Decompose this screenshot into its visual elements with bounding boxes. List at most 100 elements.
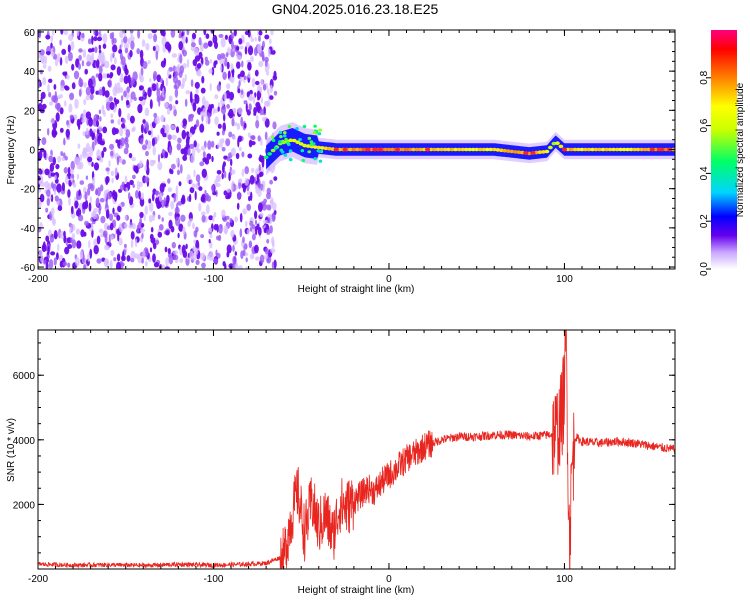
noise-speck [269, 179, 273, 185]
noise-speck [264, 118, 270, 128]
noise-speck [273, 70, 277, 79]
noise-speck [103, 147, 107, 152]
noise-speck [188, 193, 192, 203]
ridge-core [421, 147, 427, 152]
noise-speck [223, 113, 226, 122]
noise-speck [164, 41, 171, 50]
noise-speck [254, 210, 258, 220]
ridge-core [548, 145, 553, 150]
noise-speck [98, 207, 101, 215]
noise-speck [85, 127, 89, 136]
ridge-blob [312, 131, 317, 135]
noise-speck [41, 137, 47, 146]
noise-speck [95, 188, 98, 195]
noise-speck [144, 176, 150, 183]
y-tick-label: -20 [21, 185, 36, 196]
x-tick-label: 0 [386, 274, 392, 285]
noise-speck [60, 151, 64, 157]
noise-speck [153, 74, 156, 82]
ridge-core [270, 148, 276, 153]
noise-speck [48, 259, 54, 269]
noise-speck [116, 261, 121, 269]
ridge-core [407, 147, 413, 152]
noise-speck [152, 242, 157, 250]
noise-speck [200, 252, 206, 261]
noise-speck [230, 63, 234, 71]
noise-speck [86, 54, 92, 63]
noise-speck [88, 117, 94, 127]
noise-speck [264, 131, 268, 141]
noise-speck [203, 42, 209, 49]
x-tick-label: 100 [556, 574, 573, 585]
noise-speck [98, 72, 103, 82]
noise-speck [269, 38, 272, 45]
noise-speck [229, 218, 233, 223]
noise-speck [144, 164, 147, 172]
noise-speck [95, 59, 100, 69]
noise-speck [244, 177, 249, 186]
noise-speck [184, 98, 188, 107]
colorbar-tick-label: 0.4 [699, 166, 710, 180]
noise-speck [176, 169, 181, 176]
ridge-core [625, 147, 630, 152]
noise-speck [265, 100, 271, 107]
noise-speck [170, 169, 174, 175]
ridge-blob [302, 124, 307, 129]
noise-speck [175, 216, 181, 227]
noise-speck [137, 253, 142, 264]
noise-speck [226, 104, 231, 109]
noise-speck [114, 128, 119, 135]
noise-speck [139, 197, 145, 207]
noise-speck [112, 207, 115, 215]
y-tick-label: -60 [21, 263, 36, 274]
noise-speck [264, 34, 270, 40]
noise-speck [248, 103, 252, 111]
noise-speck [108, 73, 113, 79]
snr-y-axis-label: SNR (10 * v/v) [6, 418, 17, 482]
noise-speck [139, 211, 144, 219]
noise-speck [193, 140, 197, 148]
noise-speck [155, 82, 159, 91]
colorbar: 0.0 0.2 0.4 0.6 0.8 Normalized spectral ampl… [699, 30, 746, 276]
noise-speck [42, 77, 47, 86]
noise-speck [96, 120, 99, 128]
noise-speck [236, 55, 242, 60]
noise-speck [176, 202, 179, 213]
noise-speck [180, 122, 184, 127]
noise-speck [114, 57, 117, 65]
noise-speck [261, 159, 265, 168]
noise-speck [195, 259, 200, 265]
noise-speck [63, 30, 69, 36]
noise-speck [110, 53, 113, 63]
noise-speck [168, 66, 174, 72]
noise-speck [105, 209, 110, 219]
noise-speck [135, 189, 139, 199]
noise-speck [262, 219, 268, 224]
noise-speck [92, 176, 96, 186]
noise-speck [137, 103, 143, 114]
noise-speck [100, 184, 104, 192]
noise-speck [266, 229, 271, 235]
noise-speck [211, 66, 215, 76]
noise-speck [145, 124, 149, 133]
noise-speck [238, 107, 243, 115]
noise-speck [126, 86, 130, 93]
noise-speck [48, 91, 52, 98]
noise-speck [250, 37, 254, 42]
noise-speck [180, 214, 186, 222]
noise-speck [164, 151, 169, 159]
noise-speck [104, 60, 110, 69]
y-tick-label: 4000 [13, 436, 36, 447]
noise-speck [162, 87, 165, 98]
noise-speck [139, 160, 143, 168]
noise-speck [160, 127, 165, 135]
ridge-core [442, 147, 448, 152]
noise-speck [233, 108, 237, 114]
noise-speck [140, 123, 144, 134]
ridge-blob [318, 159, 323, 163]
noise-speck [254, 219, 258, 225]
noise-speck [80, 229, 85, 238]
noise-speck [133, 165, 139, 173]
noise-speck [234, 216, 238, 223]
noise-speck [168, 211, 173, 217]
